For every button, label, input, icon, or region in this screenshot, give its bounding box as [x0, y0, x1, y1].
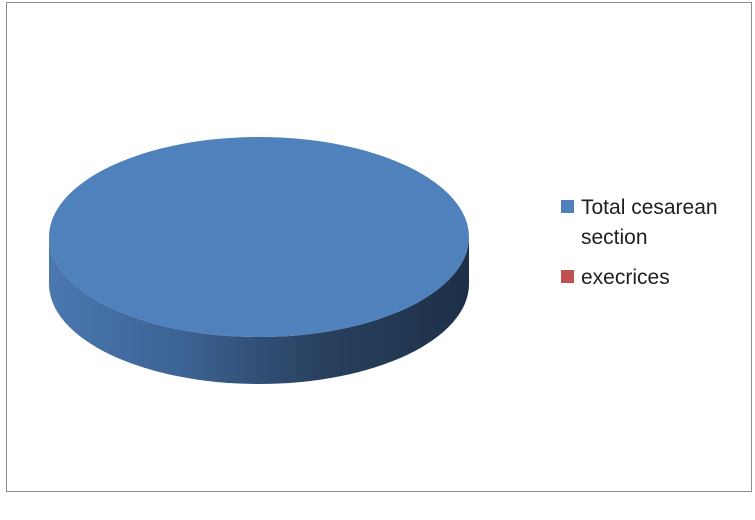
legend: Total cesarean section execrices: [561, 193, 755, 303]
pie-chart: [49, 137, 469, 384]
legend-label-total-cesarean-section: Total cesarean section: [581, 196, 718, 249]
pie-slice-total-cesarean-section: [49, 137, 469, 337]
legend-label-execrices: execrices: [581, 266, 670, 289]
legend-swatch-total-cesarean-section: [561, 200, 574, 213]
pie-side: [49, 237, 469, 384]
legend-swatch-execrices: [561, 270, 574, 283]
pie-slices: [49, 137, 469, 384]
legend-item-total-cesarean-section: Total cesarean section: [561, 193, 755, 253]
legend-item-execrices: execrices: [561, 263, 755, 293]
chart-area: Total cesarean section execrices: [6, 2, 752, 492]
